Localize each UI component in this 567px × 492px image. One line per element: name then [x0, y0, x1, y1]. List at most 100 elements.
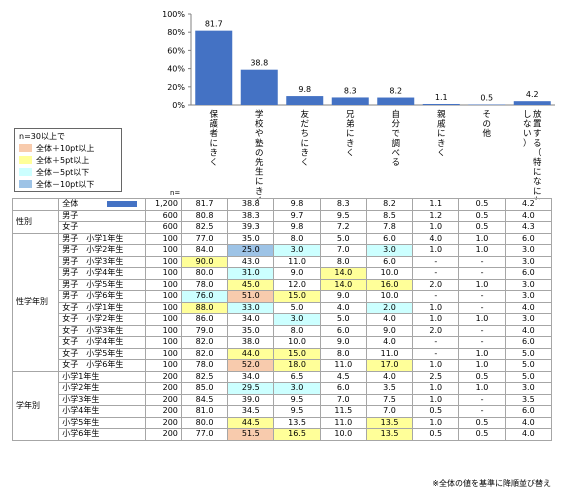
value-cell: 6.0	[319, 382, 367, 395]
n-cell: 100	[144, 244, 182, 257]
group-label: 学年別	[11, 370, 60, 441]
legend: n=30以上で 全体＋10pt以上 全体＋5pt以上 全体－5pt以下 全体－1…	[14, 128, 122, 192]
value-cell: 3.5	[504, 393, 553, 406]
table-row: 男子 小学4年生 100 80.0 31.0 9.0 14.0 10.0- -6.0	[13, 267, 553, 280]
legend-item-minus5: 全体－5pt以下	[19, 167, 89, 177]
value-cell: 6.0	[319, 324, 367, 337]
value-cell: 29.5	[227, 382, 275, 395]
value-cell: 1.0	[458, 244, 506, 257]
value-cell: 14.0	[319, 278, 367, 291]
table-row: 女子 小学5年生 100 82.0 44.0 15.0 8.0 11.0-1.0 5.0	[13, 347, 553, 360]
table-row: 全体 1,200 81.7 38.8 9.8 8.3 8.2 1.1 0.5 4.2	[11, 198, 553, 211]
value-cell: -	[458, 301, 506, 314]
value-cell: 9.8	[273, 221, 321, 234]
value-cell: 6.0	[365, 232, 414, 245]
category-label: 学校や塾の先生にきく	[255, 109, 264, 200]
value-cell: -	[458, 290, 506, 303]
value-cell: 8.5	[365, 209, 414, 222]
value-cell: -	[412, 347, 460, 360]
value-cell: -	[458, 267, 506, 280]
n-cell: 100	[144, 359, 182, 372]
value-cell: -	[458, 405, 506, 418]
value-cell: 4.0	[365, 336, 414, 349]
value-cell: 7.5	[365, 393, 414, 406]
value-cell: 38.8	[227, 198, 275, 211]
value-cell: 4.0	[504, 209, 553, 222]
value-cell: 16.5	[273, 428, 321, 441]
n-cell: 100	[144, 336, 182, 349]
value-cell: 88.0	[180, 301, 229, 314]
value-cell: 1.0	[412, 393, 460, 406]
category-label: 親戚にきく	[437, 109, 446, 158]
value-cell: 1.0	[412, 244, 460, 257]
value-cell: 9.0	[365, 324, 414, 337]
row-label: 女子 小学3年生	[58, 324, 146, 337]
n-cell: 100	[144, 267, 182, 280]
value-cell: 81.0	[180, 405, 229, 418]
value-cell: 1.0	[458, 232, 506, 245]
value-cell: 80.0	[180, 416, 229, 429]
table-row: 小学6年生 200 77.0 51.5 16.5 10.0 13.5 0.5 0.5 4.0	[13, 428, 553, 441]
value-cell: 7.8	[365, 221, 414, 234]
legend-swatch	[19, 180, 32, 188]
table-row: 男子 小学2年生 100 84.0 25.0 3.0 7.0 3.0 1.0 1.0 3.0	[13, 244, 553, 257]
n-cell: 100	[144, 347, 182, 360]
value-cell: -	[412, 290, 460, 303]
value-cell: -	[412, 336, 460, 349]
row-label: 男子 小学2年生	[58, 244, 146, 257]
table-row: 小学2年生 200 85.0 29.5 3.0 6.0 3.5 1.0 1.0 3.0	[13, 382, 553, 395]
value-cell: 1.0	[458, 359, 506, 372]
n-cell: 600	[144, 221, 182, 234]
value-cell: 10.0	[319, 428, 367, 441]
value-cell: 17.0	[365, 359, 414, 372]
value-cell: 3.0	[273, 382, 321, 395]
value-cell: 6.0	[504, 267, 553, 280]
legend-swatch	[19, 156, 32, 164]
n-cell: 200	[144, 405, 182, 418]
value-cell: 6.0	[365, 255, 414, 268]
value-cell: 9.5	[319, 209, 367, 222]
legend-swatch	[19, 144, 32, 152]
value-cell: -	[412, 267, 460, 280]
value-cell: 8.0	[273, 324, 321, 337]
value-cell: 1.0	[412, 221, 460, 234]
value-cell: 38.3	[227, 209, 275, 222]
table-row: 小学3年生 200 84.5 39.0 9.5 7.0 7.5 1.0-3.5	[13, 393, 553, 406]
legend-label: 全体－5pt以下	[36, 167, 90, 177]
bar-value-label: 4.2	[526, 90, 539, 99]
row-label: 女子 小学6年生	[58, 359, 146, 372]
value-cell: 1.0	[458, 382, 506, 395]
value-cell: 3.0	[273, 244, 321, 257]
n-cell: 100	[144, 278, 182, 291]
value-cell: 5.0	[504, 359, 553, 372]
table-row: 男子 小学5年生 100 78.0 45.0 12.0 14.0 16.0 2.0 1.0 3.0	[13, 278, 553, 291]
y-tick-label: 80%	[167, 28, 185, 37]
table-row: 女子 小学2年生 100 86.0 34.0 3.0 5.0 4.0 1.0 1.0 3.0	[13, 313, 553, 326]
bar	[331, 97, 369, 105]
table-row: 性別 男子 600 80.8 38.3 9.7 9.5 8.5 1.2 0.5 4.0	[11, 209, 553, 234]
bar-value-label: 81.7	[205, 20, 223, 29]
row-label: 男子 小学5年生	[58, 278, 146, 291]
value-cell: 8.3	[319, 198, 367, 211]
value-cell: 80.0	[180, 267, 229, 280]
row-label: 小学5年生	[58, 416, 146, 429]
value-cell: 3.0	[504, 290, 553, 303]
value-cell: 85.0	[180, 382, 229, 395]
n-cell: 1,200	[144, 198, 182, 211]
bar-value-label: 8.2	[389, 87, 402, 96]
row-label: 女子 小学4年生	[58, 336, 146, 349]
value-cell: 11.5	[319, 405, 367, 418]
value-cell: 10.0	[273, 336, 321, 349]
n-cell: 100	[144, 301, 182, 314]
value-cell: 31.0	[227, 267, 275, 280]
table-row: 女子 小学6年生 100 78.0 52.0 18.0 11.0 17.0 1.0 1.0 5.0	[13, 359, 553, 372]
value-cell: 5.0	[504, 347, 553, 360]
value-cell: 39.3	[227, 221, 275, 234]
value-cell: 0.5	[458, 370, 506, 383]
value-cell: 82.0	[180, 336, 229, 349]
value-cell: 0.5	[458, 416, 506, 429]
legend-item-minus10: 全体－10pt以下	[19, 179, 94, 189]
value-cell: 9.0	[319, 290, 367, 303]
row-label: 男子 小学4年生	[58, 267, 146, 280]
value-cell: 7.0	[319, 244, 367, 257]
